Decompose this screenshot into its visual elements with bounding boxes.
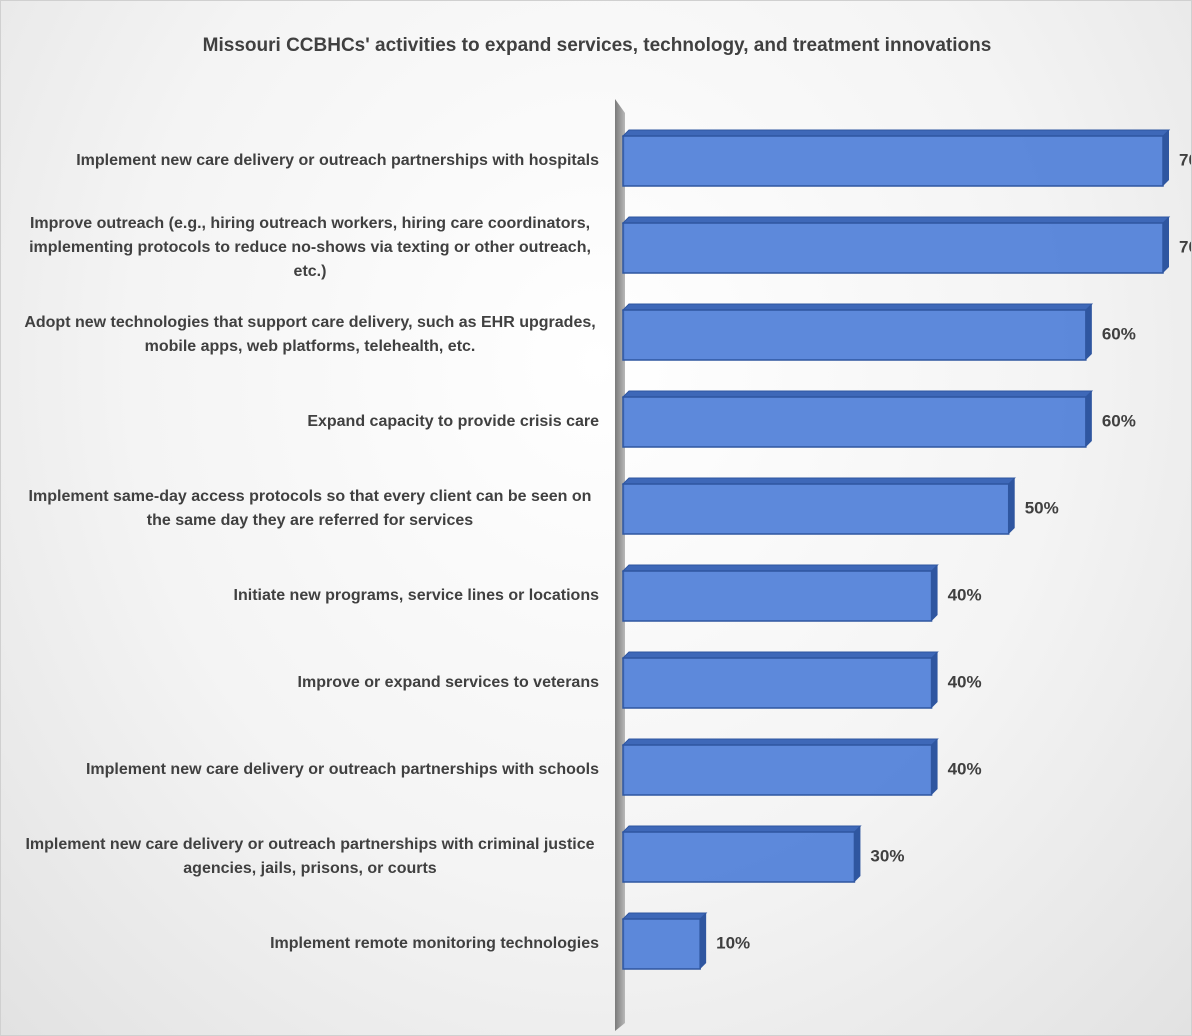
category-text: Implement new care delivery or outreach … bbox=[76, 152, 599, 169]
bar-top bbox=[621, 564, 939, 572]
value-label: 60% bbox=[1102, 411, 1136, 430]
bar bbox=[622, 309, 1087, 361]
bar-side bbox=[1163, 217, 1169, 273]
bar-side bbox=[700, 913, 707, 969]
bar-top bbox=[621, 477, 1016, 485]
value-label: 50% bbox=[1025, 498, 1059, 517]
category-label: Implement same-day access protocols so t… bbox=[21, 467, 599, 551]
bar bbox=[622, 135, 1164, 187]
category-text: Implement same-day access protocols so t… bbox=[28, 488, 592, 529]
category-label: Improve or expand services to veterans bbox=[21, 641, 599, 725]
category-text: Implement new care delivery or outreach … bbox=[25, 836, 595, 877]
value-label: 70% bbox=[1179, 237, 1191, 256]
category-text: Improve or expand services to veterans bbox=[297, 674, 599, 691]
bar-top bbox=[621, 216, 1171, 224]
category-label: Implement new care delivery or outreach … bbox=[21, 119, 599, 203]
category-label: Implement new care delivery or outreach … bbox=[21, 815, 599, 899]
bar bbox=[622, 483, 1010, 535]
value-label: 40% bbox=[948, 585, 982, 604]
category-label: Expand capacity to provide crisis care bbox=[21, 380, 599, 464]
bar-top bbox=[621, 738, 939, 746]
bar-side bbox=[854, 826, 861, 882]
chart-title: Missouri CCBHCs' activities to expand se… bbox=[202, 35, 992, 56]
bar-side bbox=[1163, 130, 1169, 186]
category-text: Adopt new technologies that support care… bbox=[24, 314, 596, 355]
value-label: 70% bbox=[1179, 150, 1191, 169]
category-label: Adopt new technologies that support care… bbox=[21, 293, 599, 377]
bar bbox=[622, 657, 933, 709]
bar bbox=[622, 744, 933, 796]
category-text: Improve outreach (e.g., hiring outreach … bbox=[29, 215, 591, 280]
value-label: 40% bbox=[948, 759, 982, 778]
bar-side bbox=[1085, 304, 1092, 360]
bar-side bbox=[931, 739, 938, 795]
bar bbox=[622, 831, 856, 883]
value-label: 60% bbox=[1102, 324, 1136, 343]
category-text: Implement new care delivery or outreach … bbox=[85, 761, 599, 778]
category-label: Initiate new programs, service lines or … bbox=[21, 554, 599, 638]
bar-side bbox=[931, 565, 938, 621]
category-text: Implement remote monitoring technologies bbox=[270, 935, 599, 952]
bar bbox=[622, 570, 933, 622]
bar bbox=[622, 918, 701, 970]
category-label: Improve outreach (e.g., hiring outreach … bbox=[21, 206, 599, 290]
bar-side bbox=[1008, 478, 1015, 534]
bar-top bbox=[621, 390, 1094, 398]
category-label: Implement remote monitoring technologies bbox=[21, 902, 599, 986]
value-label: 30% bbox=[870, 846, 904, 865]
bar bbox=[622, 222, 1164, 274]
bar-top bbox=[621, 651, 939, 659]
bar-top bbox=[621, 825, 862, 833]
bar-top bbox=[621, 912, 708, 920]
category-text: Initiate new programs, service lines or … bbox=[233, 587, 599, 604]
bar-side bbox=[931, 652, 938, 708]
bar bbox=[622, 396, 1087, 448]
category-text: Expand capacity to provide crisis care bbox=[307, 413, 599, 430]
bar-side bbox=[1085, 391, 1092, 447]
value-label: 10% bbox=[716, 933, 750, 952]
bar-top bbox=[621, 129, 1171, 137]
category-label: Implement new care delivery or outreach … bbox=[21, 728, 599, 812]
value-label: 40% bbox=[948, 672, 982, 691]
bar-top bbox=[621, 303, 1094, 311]
